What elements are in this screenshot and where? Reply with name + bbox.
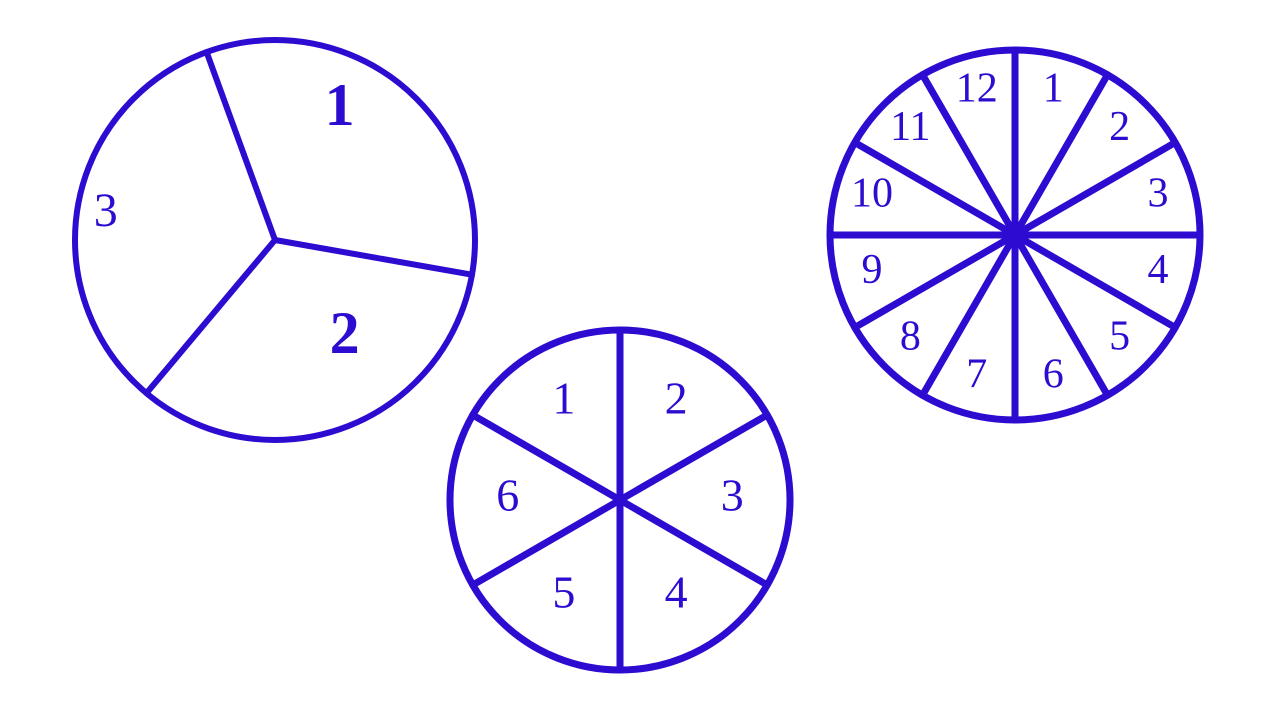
circle-6-slices-label: 5	[552, 567, 575, 618]
circle-12-slices-label: 10	[851, 170, 893, 216]
circle-12-slices-label: 8	[900, 313, 921, 359]
circle-12-slices: 123456789101112	[830, 50, 1200, 420]
circle-3-slices-label: 3	[94, 184, 118, 237]
circle-6-slices-label: 3	[721, 470, 744, 521]
circle-12-slices-label: 2	[1109, 104, 1130, 150]
circle-3-slices: 2 3 1	[75, 40, 475, 440]
circle-6-slices-label: 2	[665, 372, 688, 423]
circle-3-slices-divider	[275, 240, 472, 275]
circle-12-slices-label: 5	[1109, 313, 1130, 359]
circle-6-slices-label: 1	[552, 372, 575, 423]
circle-12-slices-label: 7	[966, 352, 987, 398]
circle-6-slices-label: 4	[665, 567, 688, 618]
circle-6-slices-divider	[620, 415, 767, 500]
circle-3-slices-divider	[146, 240, 275, 393]
circle-6-slices-divider	[473, 500, 620, 585]
circle-12-slices-label: 6	[1043, 352, 1064, 398]
circle-3-slices-label: 1	[325, 72, 355, 138]
circle-12-slices-label: 1	[1043, 66, 1064, 112]
circle-12-slices-label: 4	[1147, 247, 1168, 293]
circle-12-slices-label: 11	[890, 104, 930, 150]
circle-6-slices-label: 6	[496, 470, 519, 521]
circle-12-slices-label: 9	[862, 247, 883, 293]
circle-6-slices-divider	[620, 500, 767, 585]
fraction-circles-diagram: 231234561123456789101112	[0, 0, 1280, 720]
circle-12-slices-label: 3	[1147, 170, 1168, 216]
circle-6-slices-divider	[473, 415, 620, 500]
circle-6-slices: 234 561	[450, 330, 790, 670]
circle-3-slices-divider	[207, 52, 275, 240]
circle-12-slices-label: 12	[956, 66, 998, 112]
circle-3-slices-label: 2	[330, 300, 360, 366]
